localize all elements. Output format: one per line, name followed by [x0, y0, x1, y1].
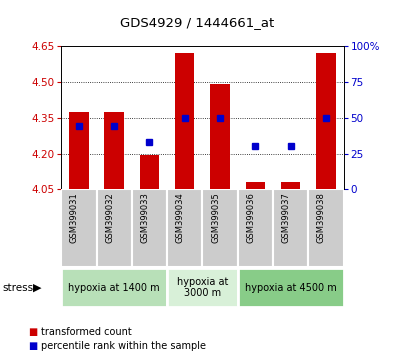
Text: GSM399035: GSM399035	[211, 193, 220, 243]
Bar	[69, 112, 88, 189]
Text: percentile rank within the sample: percentile rank within the sample	[41, 341, 207, 351]
Bar	[132, 189, 167, 267]
Bar	[61, 268, 167, 307]
Bar	[61, 189, 96, 267]
Bar	[281, 182, 301, 189]
Bar	[96, 189, 132, 267]
Text: GSM399036: GSM399036	[246, 193, 256, 244]
Bar	[104, 112, 124, 189]
Text: hypoxia at 1400 m: hypoxia at 1400 m	[68, 282, 160, 293]
Bar	[238, 268, 344, 307]
Text: stress: stress	[2, 282, 33, 293]
Text: GDS4929 / 1444661_at: GDS4929 / 1444661_at	[120, 16, 275, 29]
Bar	[202, 189, 238, 267]
Text: GSM399032: GSM399032	[105, 193, 114, 243]
Text: GSM399038: GSM399038	[317, 193, 326, 244]
Text: ■: ■	[28, 327, 37, 337]
Bar	[167, 268, 238, 307]
Text: transformed count: transformed count	[41, 327, 132, 337]
Bar	[316, 53, 336, 189]
Bar	[238, 189, 273, 267]
Bar	[246, 182, 265, 189]
Text: GSM399034: GSM399034	[176, 193, 185, 243]
Bar	[175, 53, 194, 189]
Bar	[273, 189, 308, 267]
Bar	[211, 84, 230, 189]
Text: ■: ■	[28, 341, 37, 351]
Text: GSM399037: GSM399037	[282, 193, 291, 244]
Bar	[167, 189, 202, 267]
Text: GSM399031: GSM399031	[70, 193, 79, 243]
Text: hypoxia at
3000 m: hypoxia at 3000 m	[177, 277, 228, 298]
Text: hypoxia at 4500 m: hypoxia at 4500 m	[245, 282, 337, 293]
Text: ▶: ▶	[33, 282, 42, 293]
Text: GSM399033: GSM399033	[141, 193, 149, 244]
Bar	[140, 155, 159, 189]
Bar	[308, 189, 344, 267]
